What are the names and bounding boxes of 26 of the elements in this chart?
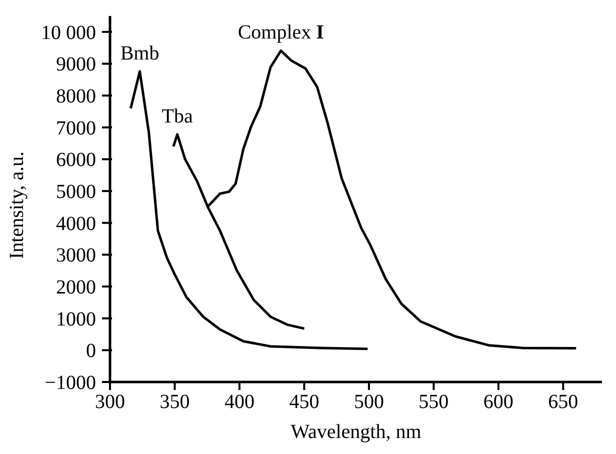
- y-tick-label: 2000: [56, 276, 96, 299]
- y-tick-label: 10 000: [41, 22, 96, 44]
- y-tick-label: −1000: [44, 372, 96, 394]
- series-label: Complex I: [238, 22, 324, 44]
- x-tick-label: 450: [289, 391, 320, 413]
- x-axis-title: Wavelength, nm: [290, 421, 422, 443]
- y-tick-label: 1000: [56, 308, 96, 330]
- x-tick-label: 500: [354, 391, 384, 413]
- y-tick-label: 4000: [56, 212, 96, 235]
- y-tick-label: 6000: [56, 149, 96, 172]
- line-series: [129, 70, 369, 350]
- y-tick-label: 8000: [56, 86, 96, 108]
- series-label: Bmb: [120, 42, 160, 64]
- x-tick-label: 400: [224, 391, 254, 413]
- y-tick-label: 7000: [56, 117, 96, 140]
- y-tick-label: 9000: [56, 54, 96, 76]
- series-label: Tba: [162, 105, 193, 128]
- y-tick-label: 5000: [56, 181, 96, 204]
- y-tick-label: 3000: [56, 244, 96, 267]
- x-tick-label: 650: [548, 391, 578, 413]
- y-tick-label: 0: [86, 340, 96, 362]
- x-tick-label: 300: [95, 391, 125, 413]
- x-tick-label: 350: [160, 391, 190, 413]
- x-tick-label: 550: [418, 391, 449, 413]
- y-axis-title: Intensity, a.u.: [6, 151, 28, 259]
- x-tick-label: 600: [483, 391, 514, 413]
